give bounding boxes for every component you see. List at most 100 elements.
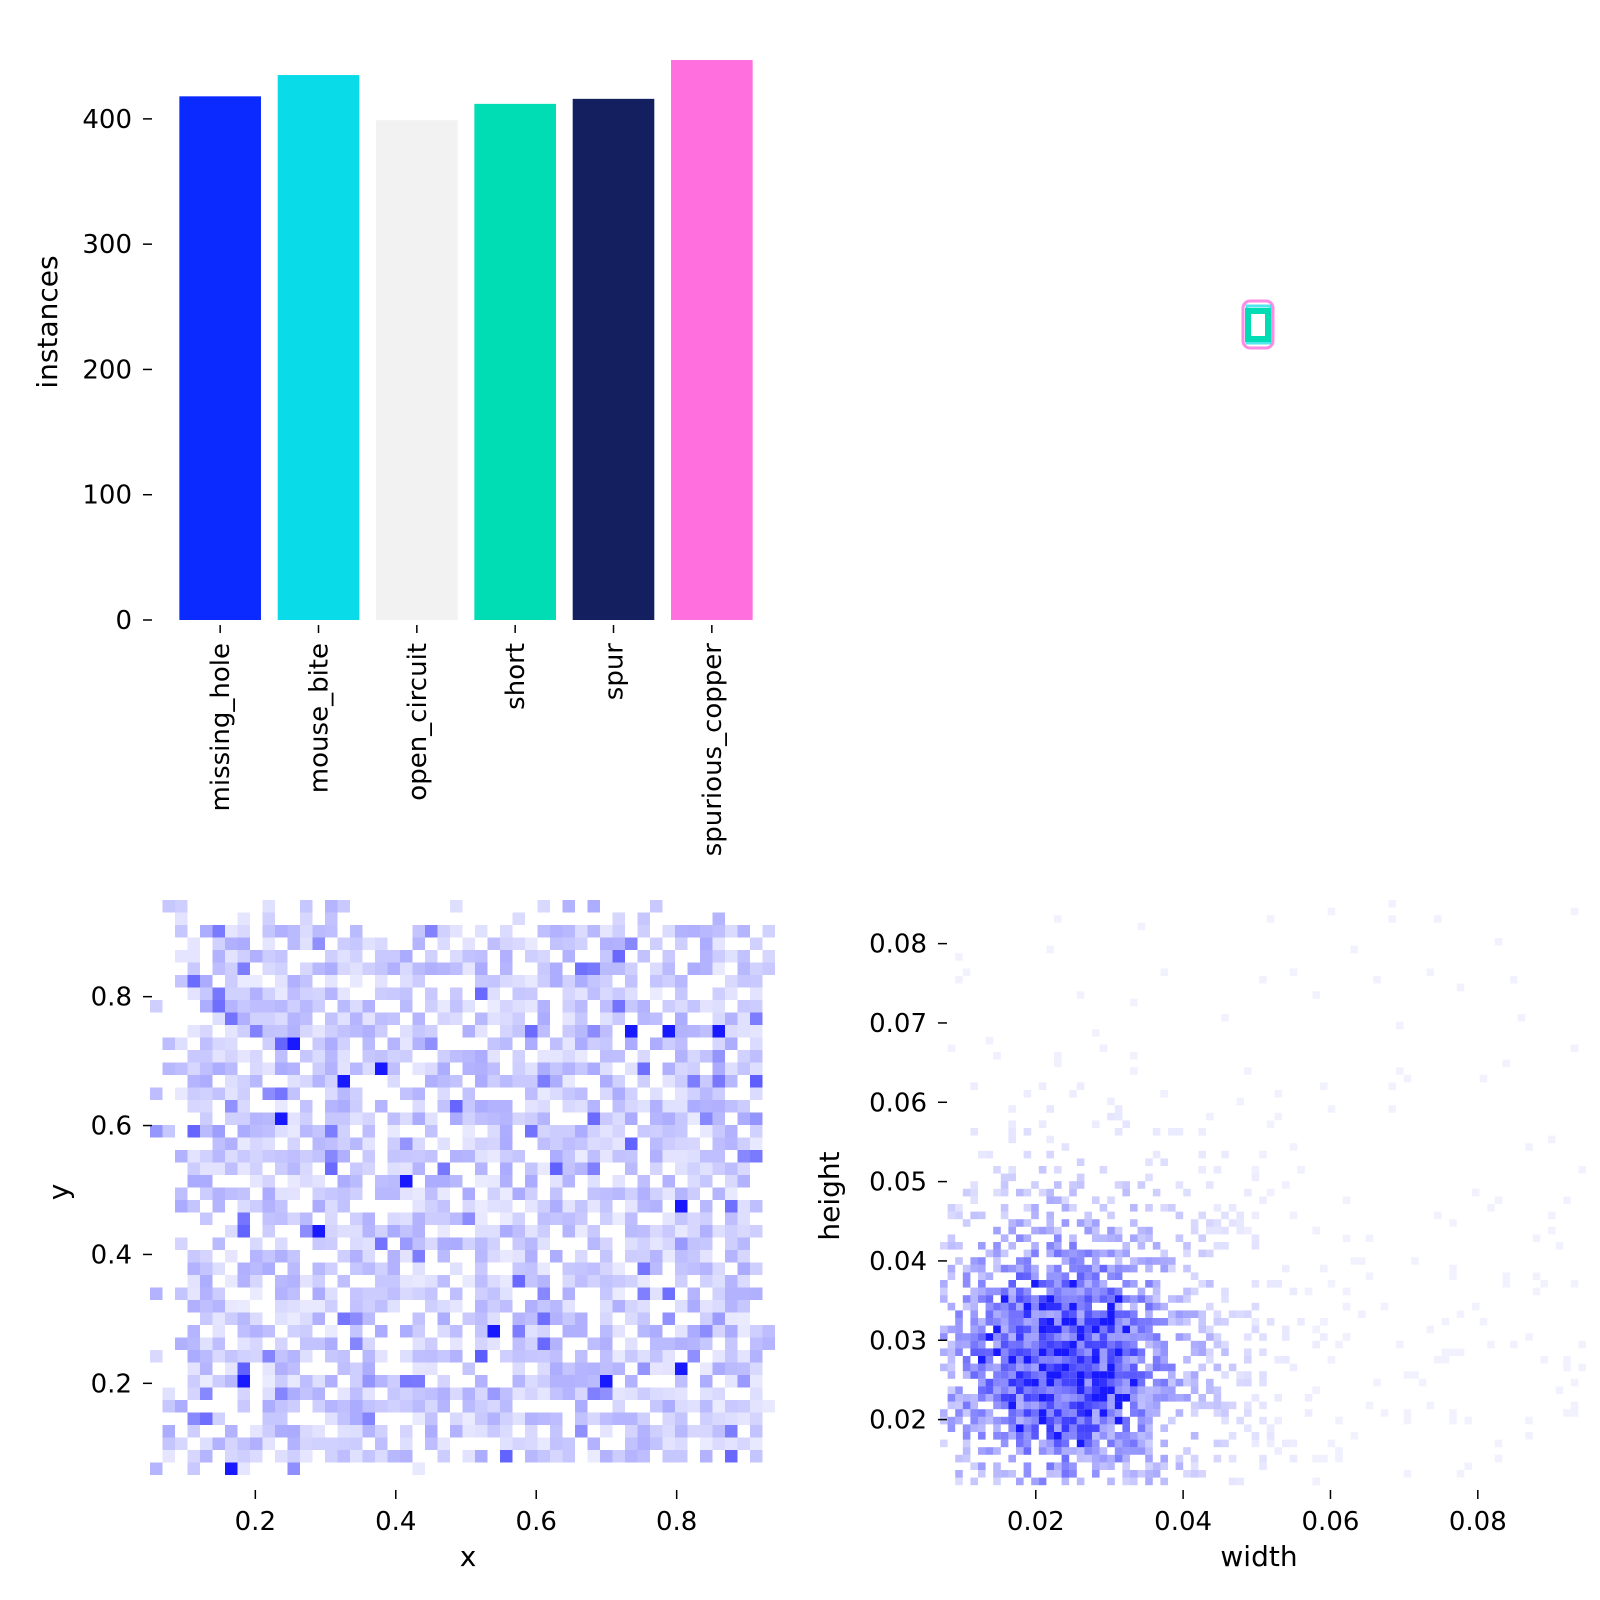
wh-heatmap-cell [1038, 1409, 1047, 1417]
wh-heatmap-cell [1084, 1287, 1092, 1296]
wh-heatmap-cell [1122, 1363, 1130, 1372]
bar-x-axis: missing_hole mouse_bite open_circuit short s… [206, 625, 728, 856]
xy-heatmap-cell [212, 1337, 225, 1350]
wh-heatmap-cell [1198, 1363, 1206, 1372]
xy-heatmap-cell [737, 1250, 750, 1263]
wh-heatmap-cell [1274, 1356, 1282, 1364]
xy-heatmap-cell [575, 1275, 588, 1288]
wh-heatmap-cell [1274, 1416, 1282, 1425]
xy-heatmap-cell [587, 1037, 600, 1050]
xy-heatmap-cell [300, 912, 313, 925]
xy-heatmap-cell [700, 1312, 713, 1325]
wh-heatmap-cell [985, 1333, 994, 1341]
xy-heatmap-cell [750, 1025, 763, 1038]
xy-heatmap-cell [512, 1000, 525, 1013]
wh-heatmap-cell [1198, 1318, 1206, 1326]
xy-heatmap-cell [512, 1362, 525, 1375]
wh-heatmap-cell [1130, 1401, 1138, 1410]
wh-heatmap-cell [1228, 1477, 1237, 1486]
xy-heatmap-cell [325, 1450, 338, 1463]
xy-heatmap-cell [625, 987, 638, 1000]
wh-heatmap-cell [970, 1333, 978, 1341]
xy-heatmap-cell [750, 1362, 763, 1375]
wh-heatmap-cell [1016, 1416, 1024, 1425]
xy-heatmap-cell [600, 1237, 613, 1250]
xy-heatmap-cell [662, 1387, 675, 1400]
xy-heatmap-cell [237, 1100, 250, 1113]
wh-heatmap-cell [1016, 1302, 1024, 1311]
wh-heatmap-cell [1198, 1128, 1206, 1136]
xy-heatmap-cell [537, 1450, 550, 1463]
xy-heatmap-cell [687, 1325, 700, 1338]
xy-heatmap-cell [187, 1150, 200, 1163]
xy-heatmap-cell [737, 950, 750, 963]
xy-heatmap-cell [612, 1100, 625, 1113]
xy-heatmap-cell [287, 975, 300, 988]
xy-heatmap-cell [500, 1037, 513, 1050]
xy-heatmap-cell [575, 1125, 588, 1138]
xy-heatmap-cell [412, 1112, 425, 1125]
wh-heatmap-cell [1016, 1310, 1024, 1318]
xy-heatmap-cell [537, 1337, 550, 1350]
wh-heatmap-cell [1038, 1371, 1047, 1379]
xy-heatmap-cell [750, 937, 763, 950]
wh-heatmap-cell [1168, 1394, 1176, 1402]
wh-heatmap-cell [970, 1196, 978, 1204]
xy-heatmap-cell [462, 1450, 475, 1463]
wh-heatmap-cell [1099, 1432, 1108, 1440]
wh-heatmap-cell [1548, 1226, 1556, 1235]
wh-heatmap-cell [1244, 1378, 1252, 1387]
xy-heatmap-cell [475, 925, 488, 938]
xy-heatmap-cell [637, 1412, 650, 1425]
wh-heatmap-cell [1092, 1340, 1100, 1349]
xy-heatmap-cell [575, 1100, 588, 1113]
wh-heatmap-cell [1114, 1340, 1123, 1349]
xy-heatmap-cell [362, 1375, 375, 1388]
wh-heatmap-cell [1069, 1340, 1077, 1349]
wh-heatmap-cell [1016, 1219, 1024, 1227]
xy-heatmap-cell [387, 1137, 400, 1150]
wh-heatmap-cell [1487, 1204, 1495, 1212]
xy-heatmap-cell [612, 1187, 625, 1200]
xy-heatmap-cell [600, 1325, 613, 1338]
xy-heatmap-cell [450, 1300, 463, 1313]
xy-heatmap-cell [662, 1287, 675, 1300]
xy-heatmap-cell [650, 1337, 663, 1350]
xy-heatmap-cell [562, 1362, 575, 1375]
wh-heatmap-cell [993, 1470, 1001, 1478]
xy-heatmap-cell [637, 1287, 650, 1300]
wh-heatmap-cell [1122, 1280, 1130, 1288]
xy-heatmap-cell [612, 1262, 625, 1275]
xy-heatmap-cell [537, 975, 550, 988]
wh-heatmap-cell [993, 1302, 1001, 1311]
xy-heatmap-cell [350, 1087, 363, 1100]
wh-heatmap-cell [1282, 1356, 1290, 1364]
wh-heatmap-cell [1031, 1318, 1039, 1326]
wh-heatmap-cell [1168, 1363, 1176, 1372]
wh-heatmap-cell [1137, 1439, 1146, 1448]
bar-series [179, 60, 753, 621]
wh-heatmap-cell [1092, 1462, 1100, 1470]
wh-heatmap-cell [1449, 1409, 1457, 1417]
xy-heatmap-cell [562, 1100, 575, 1113]
wh-heatmap-cell [1130, 1295, 1138, 1303]
xy-heatmap-cell [487, 1175, 500, 1188]
xy-heatmap-cell [200, 1100, 213, 1113]
wh-heatmap-cell [1190, 1340, 1199, 1349]
xy-heatmap-cell [625, 1387, 638, 1400]
xy-heatmap-cell [512, 1350, 525, 1363]
wh-heatmap-cell [1130, 1052, 1138, 1060]
xy-heatmap-cell [575, 1350, 588, 1363]
xy-heatmap-cell [200, 1037, 213, 1050]
wh-heatmap-cell [955, 953, 963, 961]
wh-heatmap-cell [1084, 1394, 1092, 1402]
xy-heatmap-cell [362, 1062, 375, 1075]
xy-heatmap-cell [575, 1375, 588, 1388]
xy-heatmap-cell [587, 1262, 600, 1275]
wh-heatmap-cell [1145, 1363, 1153, 1372]
xy-heatmap-cell [187, 1062, 200, 1075]
wh-heatmap-cell [1107, 1424, 1115, 1432]
wh-heatmap-cell [1213, 1363, 1222, 1372]
xy-heatmap-cell [175, 1087, 188, 1100]
xy-heatmap-cell [712, 987, 725, 1000]
